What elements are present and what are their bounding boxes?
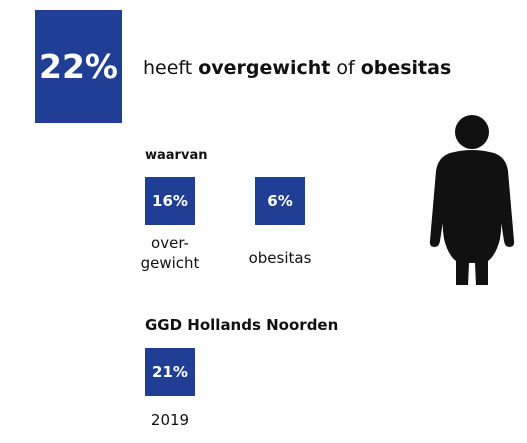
- region-year: 2019: [150, 411, 190, 429]
- body: [429, 150, 515, 285]
- head: [455, 115, 489, 149]
- label-line: obesitas: [248, 249, 312, 267]
- headline: heeft overgewicht of obesitas: [143, 57, 457, 79]
- breakdown-label: obesitas: [225, 248, 335, 268]
- main-value: 22%: [35, 10, 122, 123]
- headline-word: overgewicht: [198, 57, 331, 79]
- headline-word: of: [336, 57, 355, 79]
- person-icon: [429, 115, 515, 285]
- breakdown-title: waarvan: [145, 148, 208, 163]
- region-title: GGD Hollands Noorden: [145, 316, 339, 334]
- headline-word: heeft: [143, 57, 193, 79]
- label-line: over-: [151, 234, 189, 252]
- breakdown-value: 16%: [145, 177, 195, 225]
- breakdown-label: over-gewicht: [115, 233, 225, 273]
- region-value: 21%: [145, 348, 195, 396]
- breakdown-value: 6%: [255, 177, 305, 225]
- headline-word: obesitas: [360, 57, 452, 79]
- label-line: gewicht: [140, 254, 200, 272]
